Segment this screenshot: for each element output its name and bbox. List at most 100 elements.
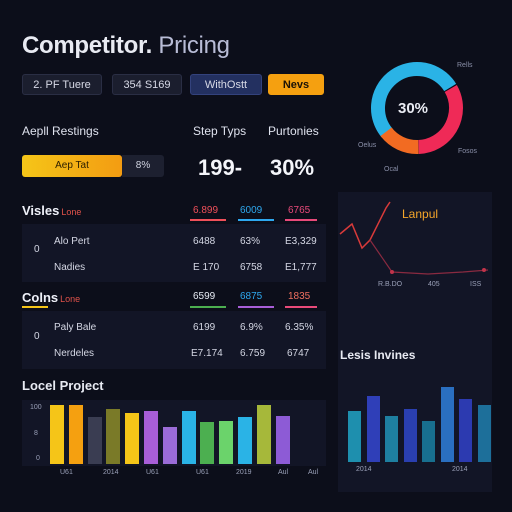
table1-header-3: 6765 — [288, 205, 311, 216]
slider-value: 8% — [122, 155, 164, 177]
chart1-bar-13 — [275, 416, 290, 464]
table1-row1-c3: E3,329 — [285, 236, 317, 247]
table2-marker: 0 — [34, 331, 40, 342]
chart1-bar-9 — [200, 422, 215, 464]
chart2-bar-1 — [348, 411, 361, 462]
summary-label-right: Purtonies — [268, 124, 319, 138]
line-x-label-3: ISS — [470, 281, 482, 288]
table1-row2-c3: E1,777 — [285, 262, 317, 273]
donut-legend-2: Oelus — [358, 142, 377, 149]
table1-row2-name: Nadies — [54, 262, 86, 273]
line-series-base — [369, 239, 489, 275]
bar-chart-1-plot — [50, 402, 322, 464]
table2-row1-c1: 6199 — [193, 322, 216, 333]
bar1-xlabel-3: U61 — [146, 469, 159, 476]
line-x-label-1: R.B.DO — [378, 281, 403, 288]
chart2-bar-7 — [459, 399, 472, 462]
table2-header-1: 6599 — [193, 291, 216, 302]
table1-header-line-1 — [190, 219, 226, 221]
line-point-1 — [390, 270, 394, 274]
table2-title: Colns Lone — [22, 289, 80, 307]
chart2-bar-6 — [440, 387, 454, 462]
summary-label-left: Aepll Restings — [22, 124, 99, 138]
title-main: Competitor. — [22, 32, 153, 59]
bar-chart-1-title: Locel Project — [22, 378, 104, 393]
tab-filter-1[interactable]: 2. PF Tuere — [22, 74, 102, 95]
table1-subtitle: Lone — [61, 207, 82, 217]
tab-news[interactable]: Nevs — [268, 74, 324, 95]
bar2-xlabel-1: 2014 — [356, 466, 372, 473]
line-chart — [339, 201, 489, 275]
table2-row2-name: Nerdeles — [54, 348, 95, 359]
line-x-label-2: 405 — [428, 281, 440, 288]
table2-row2-c3: 6747 — [287, 348, 310, 359]
table2-header-2: 6875 — [240, 291, 263, 302]
donut-hole — [386, 77, 448, 139]
donut-legend-1: Rells — [457, 62, 473, 69]
table2-row2-c1: E7.174 — [191, 348, 223, 359]
donut-legend-3: Fosos — [458, 148, 478, 155]
bar1-ytick-2: 8 — [34, 430, 38, 437]
table2-title-line — [22, 306, 48, 308]
table2-row1-c2: 6.9% — [240, 322, 263, 333]
bar1-ytick-3: 0 — [36, 455, 40, 462]
title-sub: Pricing — [152, 32, 230, 59]
bar1-xlabel-4: U61 — [196, 469, 209, 476]
table2-subtitle: Lone — [60, 294, 81, 304]
chart1-bar-11 — [238, 417, 252, 464]
bar-chart-2-title: Lesis Invines — [340, 348, 415, 362]
chart1-bar-4 — [106, 409, 121, 464]
tab-filter-2[interactable]: 354 S169 — [112, 74, 182, 95]
table2-header-line-3 — [285, 306, 317, 308]
bar1-xlabel-6: Aul — [278, 469, 289, 476]
summary-label-mid: Step Typs — [193, 124, 247, 138]
bar1-xlabel-7: Aul — [308, 469, 319, 476]
table1-row1-c1: 6488 — [193, 236, 216, 247]
chart2-bar-2 — [366, 396, 380, 462]
bar-chart-2-title-text: Lesis Invines — [340, 348, 416, 362]
table2-header-3: 1835 — [288, 291, 311, 302]
table2-panel — [22, 311, 326, 369]
bar2-xlabel-2: 2014 — [452, 466, 468, 473]
donut-legend-4: Ocal — [384, 166, 399, 173]
bar-chart-2-plot — [348, 370, 491, 462]
chart1-bar-6 — [144, 411, 158, 464]
table2-header-line-1 — [190, 306, 226, 308]
chart1-bar-10 — [219, 421, 234, 464]
chart1-bar-2 — [68, 405, 83, 464]
chart2-bar-5 — [422, 421, 435, 462]
summary-big-mid: 199- — [198, 155, 243, 180]
bar1-xlabel-2: 2014 — [103, 469, 119, 476]
table2-header-line-2 — [238, 306, 274, 308]
chart1-bar-8 — [181, 411, 196, 464]
table1-row1-c2: 63% — [240, 236, 261, 247]
summary-big-right: 30% — [270, 155, 315, 180]
chart1-bar-3 — [87, 417, 102, 464]
chart1-bar-5 — [125, 413, 140, 464]
table1-panel — [22, 224, 326, 282]
table2-row1-name: Paly Bale — [54, 322, 97, 333]
tab-filter-3[interactable]: WithOstt — [190, 74, 262, 95]
chart1-bar-7 — [162, 427, 177, 464]
bar1-xlabel-1: U61 — [60, 469, 73, 476]
table1-marker: 0 — [34, 244, 40, 255]
table1-header-1: 6.899 — [193, 205, 219, 216]
bar1-xlabel-5: 2019 — [236, 469, 252, 476]
table1-title: Visles Lone — [22, 202, 81, 220]
line-chart-label: Lanpul — [402, 207, 439, 221]
table1-header-line-2 — [238, 219, 274, 221]
table1-header-2: 6009 — [240, 205, 263, 216]
price-slider[interactable]: Aep Tat — [22, 155, 122, 177]
table1-row2-c2: 6758 — [240, 262, 263, 273]
line-series-main — [339, 201, 391, 250]
table1-title-text: Visles — [22, 203, 60, 218]
line-point-2 — [482, 268, 486, 272]
bar1-ytick-1: 100 — [30, 404, 42, 411]
chart1-bar-12 — [256, 405, 271, 464]
chart2-bar-8 — [477, 405, 491, 462]
table2-row1-c3: 6.35% — [285, 322, 314, 333]
table2-title-text: Colns — [22, 290, 59, 305]
donut-chart — [371, 61, 463, 154]
table2-row2-c2: 6.759 — [240, 348, 266, 359]
donut-center-label: 30% — [398, 100, 429, 117]
